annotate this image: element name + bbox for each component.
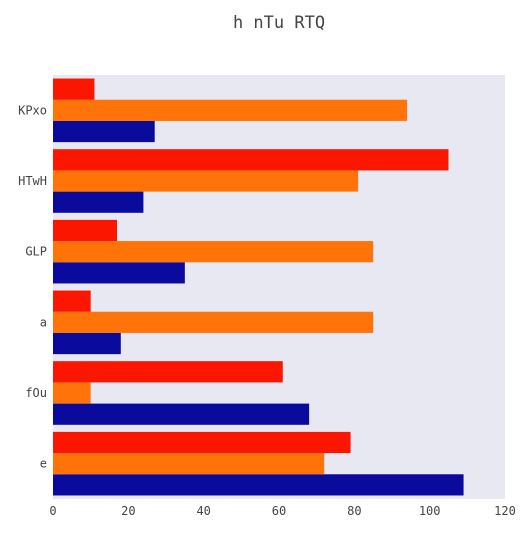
y-tick-label: HTwH <box>18 174 47 188</box>
x-tick-label: 60 <box>272 504 286 518</box>
bar-KPxo-series-1 <box>53 121 155 142</box>
bar-KPxo-series-3 <box>53 79 94 100</box>
bar-HTwH-series-3 <box>53 149 449 170</box>
bar-a-series-2 <box>53 312 373 333</box>
y-tick-label: GLP <box>25 245 47 259</box>
bar-e-series-1 <box>53 474 464 495</box>
bar-fOu-series-3 <box>53 361 283 382</box>
bar-GLP-series-2 <box>53 241 373 262</box>
x-tick-label: 80 <box>347 504 361 518</box>
bar-e-series-3 <box>53 432 351 453</box>
x-tick-label: 100 <box>419 504 441 518</box>
bar-fOu-series-1 <box>53 404 309 425</box>
bar-KPxo-series-2 <box>53 100 407 121</box>
bar-GLP-series-1 <box>53 262 185 283</box>
x-tick-label: 120 <box>494 504 516 518</box>
x-tick-label: 20 <box>121 504 135 518</box>
bar-GLP-series-3 <box>53 220 117 241</box>
bar-HTwH-series-2 <box>53 170 358 191</box>
y-axis: e fOu a GLP HTwH KPxo <box>18 103 47 470</box>
bar-HTwH-series-1 <box>53 192 143 213</box>
y-tick-label: fOu <box>25 386 47 400</box>
y-tick-label: KPxo <box>18 103 47 117</box>
bar-a-series-1 <box>53 333 121 354</box>
chart-title: h nTu RTQ <box>233 13 325 33</box>
x-tick-label: 0 <box>49 504 56 518</box>
bar-fOu-series-2 <box>53 382 91 403</box>
y-tick-label: a <box>40 315 47 329</box>
bar-e-series-2 <box>53 453 324 474</box>
x-axis: 0 20 40 60 80 100 120 <box>49 504 515 518</box>
bar-a-series-3 <box>53 291 91 312</box>
y-tick-label: e <box>40 457 47 471</box>
x-tick-label: 40 <box>196 504 210 518</box>
